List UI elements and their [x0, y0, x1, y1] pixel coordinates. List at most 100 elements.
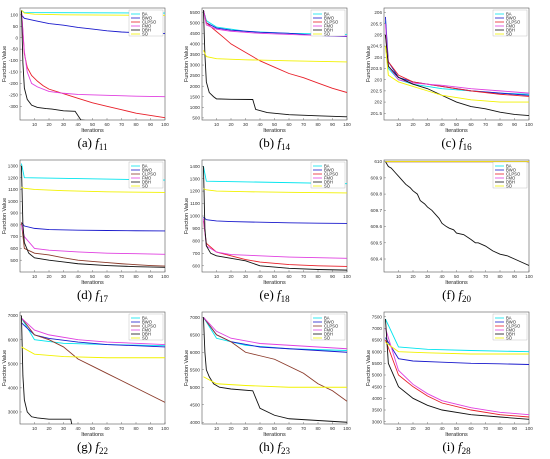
series-line-fmo [203, 316, 347, 350]
legend-label-clpso: CLPSO [324, 171, 339, 176]
y-tick-label: 2000 [190, 84, 201, 89]
x-tick-label: 90 [512, 274, 518, 279]
y-tick-label: 5500 [190, 367, 201, 372]
x-tick-label: 50 [90, 426, 96, 431]
x-tick-label: 90 [148, 426, 154, 431]
x-tick-label: 10 [214, 122, 220, 127]
caption-function: f [277, 287, 283, 302]
series-line-clpso [203, 10, 347, 93]
y-tick-label: 5000 [372, 373, 383, 378]
caption-function: f [458, 287, 464, 302]
y-tick-label: 203 [374, 77, 382, 82]
y-tick-label: 1500 [190, 94, 201, 99]
y-tick-label: 6000 [372, 349, 383, 354]
x-tick-label: 80 [133, 274, 139, 279]
legend-label-fmo: FMO [506, 175, 516, 180]
x-tick-label: 20 [228, 274, 234, 279]
legend-label-clpso: CLPSO [506, 19, 521, 24]
y-tick-label: 1300 [8, 163, 19, 168]
legend-label-so: SO [142, 183, 149, 188]
legend-label-dbh: DBH [324, 331, 333, 336]
caption-function: f [277, 135, 283, 150]
legend-label-so: SO [142, 31, 149, 36]
x-tick-label: 70 [119, 122, 125, 127]
series-line-bwo [21, 222, 165, 232]
y-tick-label: -50 [11, 47, 18, 52]
series-line-ba [203, 317, 347, 351]
y-tick-label: 900 [10, 211, 18, 216]
x-tick-label: 40 [439, 426, 445, 431]
x-tick-label: 90 [512, 426, 518, 431]
x-tick-label: 50 [90, 274, 96, 279]
x-tick-label: 80 [497, 426, 503, 431]
subplot-caption: (a) f11 [78, 135, 108, 152]
legend-label-bwo: BWO [506, 15, 517, 20]
y-tick-label: 609.5 [371, 240, 383, 245]
x-tick-label: 80 [497, 122, 503, 127]
y-axis-label: Function Value [366, 350, 372, 386]
x-tick-label: 10 [214, 274, 220, 279]
legend-label-dbh: DBH [506, 27, 515, 32]
legend-label-fmo: FMO [324, 175, 334, 180]
y-tick-label: 1000 [190, 214, 201, 219]
series-line-clpso [203, 316, 347, 402]
series-line-fmo [203, 218, 347, 259]
series-line-dbh [21, 10, 86, 120]
caption-prefix: (i) [442, 439, 458, 454]
x-tick-label: 50 [272, 426, 278, 431]
x-tick-label: 20 [46, 274, 52, 279]
subplot-11: 10 20 30 40 50 60 70 80 90 100 -300 -250 -200 -150 -10… [2, 7, 169, 152]
x-tick-label: 50 [454, 122, 460, 127]
legend-label-fmo: FMO [506, 327, 516, 332]
caption-subscript: 17 [99, 294, 109, 304]
x-tick-label: 30 [243, 122, 249, 127]
legend-label-so: SO [324, 335, 331, 340]
caption-function: f [95, 439, 101, 454]
legend-label-fmo: FMO [142, 175, 152, 180]
subplot-18: 10 20 30 40 50 60 70 80 90 100 600 700 800 900 1000 110… [184, 159, 351, 304]
x-tick-label: 50 [454, 274, 460, 279]
y-tick-label: 202.5 [371, 88, 383, 93]
y-tick-label: 6000 [8, 337, 19, 342]
series-line-fmo [385, 328, 529, 416]
y-tick-label: 800 [10, 222, 18, 227]
caption-function: f [95, 287, 101, 302]
y-tick-label: 3500 [372, 408, 383, 413]
y-tick-label: 2500 [190, 73, 201, 78]
series-line-so [203, 188, 347, 194]
y-tick-label: -150 [9, 70, 19, 75]
caption-prefix: (e) [259, 287, 277, 302]
x-tick-label: 10 [214, 426, 220, 431]
y-tick-label: 609.9 [371, 175, 383, 180]
y-tick-label: 610 [374, 159, 382, 164]
x-tick-label: 20 [228, 426, 234, 431]
x-axis-label: Iterations [81, 432, 104, 438]
y-tick-label: 5000 [8, 361, 19, 366]
legend-label-so: SO [324, 183, 331, 188]
legend-label-dbh: DBH [142, 179, 151, 184]
caption-prefix: (f) [442, 287, 458, 302]
y-axis-label: Function Value [184, 350, 190, 386]
x-tick-label: 80 [315, 426, 321, 431]
y-tick-label: 4000 [372, 396, 383, 401]
legend-label-bwo: BWO [324, 319, 335, 324]
legend-label-dbh: DBH [324, 179, 333, 184]
legend-label-so: SO [506, 335, 513, 340]
x-axis-label: Iterations [445, 432, 468, 438]
caption-subscript: 11 [99, 142, 108, 152]
y-tick-label: -200 [9, 81, 19, 86]
x-tick-label: 100 [161, 122, 169, 127]
x-axis-label: Iterations [81, 280, 104, 286]
series-line-so [203, 50, 347, 63]
caption-function: f [277, 439, 283, 454]
y-tick-label: 204.5 [371, 44, 383, 49]
x-tick-label: 50 [272, 122, 278, 127]
y-tick-label: 0 [15, 35, 18, 40]
y-tick-label: 4500 [372, 384, 383, 389]
x-tick-label: 20 [46, 122, 52, 127]
legend-label-clpso: CLPSO [324, 19, 339, 24]
y-axis-label: Function Value [2, 198, 8, 234]
legend-label-clpso: CLPSO [506, 171, 521, 176]
x-tick-label: 60 [104, 122, 110, 127]
